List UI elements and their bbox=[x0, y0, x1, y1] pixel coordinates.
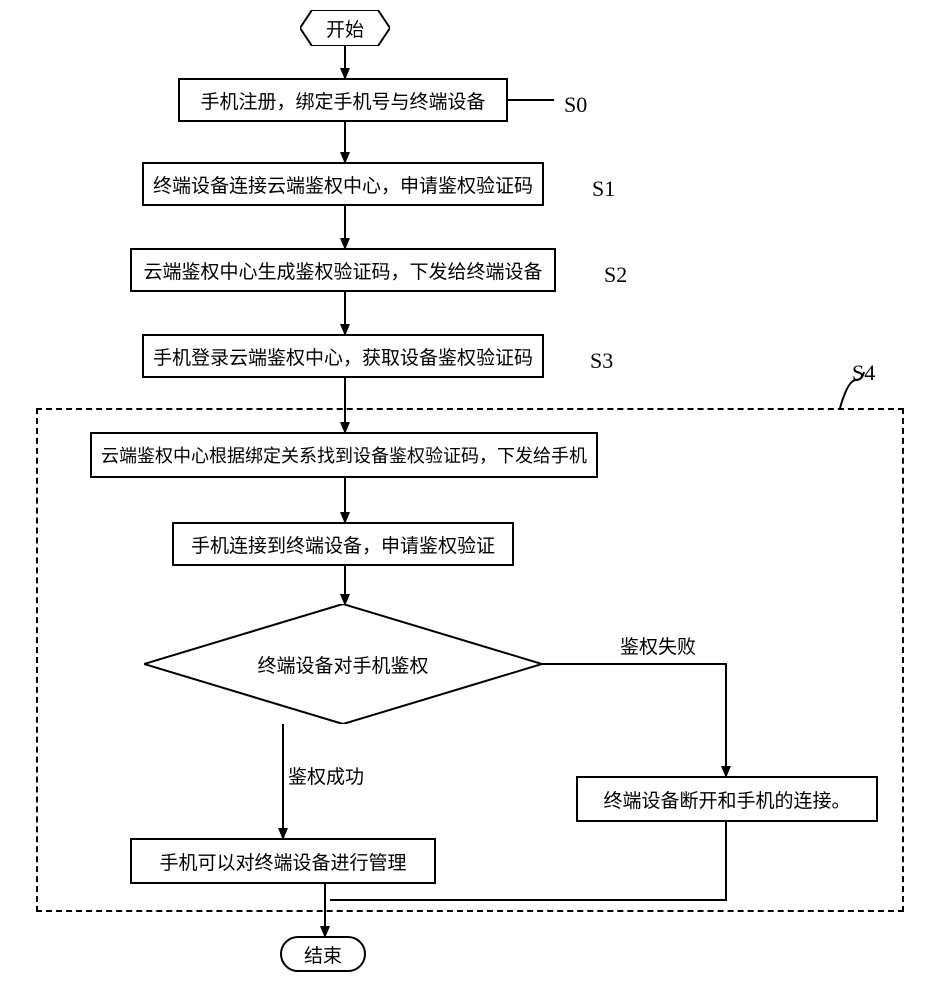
s0-text: 手机注册，绑定手机号与终端设备 bbox=[200, 87, 485, 114]
label-s0: S0 bbox=[564, 92, 587, 118]
node-s0: 手机注册，绑定手机号与终端设备 bbox=[178, 78, 508, 122]
fail-text: 终端设备断开和手机的连接。 bbox=[603, 786, 850, 813]
node-fail: 终端设备断开和手机的连接。 bbox=[576, 776, 878, 822]
node-start: 开始 bbox=[300, 10, 390, 46]
flowchart-container: 开始 手机注册，绑定手机号与终端设备 终端设备连接云端鉴权中心，申请鉴权验证码 … bbox=[0, 0, 941, 1000]
edge-label-fail: 鉴权失败 bbox=[620, 632, 696, 659]
s4-2-text: 手机连接到终端设备，申请鉴权验证 bbox=[191, 531, 495, 558]
node-s3: 手机登录云端鉴权中心，获取设备鉴权验证码 bbox=[142, 334, 544, 378]
node-s2: 云端鉴权中心生成鉴权验证码，下发给终端设备 bbox=[130, 248, 556, 292]
node-end: 结束 bbox=[280, 936, 366, 972]
node-ok: 手机可以对终端设备进行管理 bbox=[130, 838, 436, 884]
node-s1: 终端设备连接云端鉴权中心，申请鉴权验证码 bbox=[142, 162, 544, 206]
start-label: 开始 bbox=[326, 15, 364, 42]
label-s3: S3 bbox=[590, 348, 613, 374]
edge-label-success: 鉴权成功 bbox=[288, 762, 364, 789]
ok-text: 手机可以对终端设备进行管理 bbox=[159, 848, 406, 875]
s4-1-text: 云端鉴权中心根据绑定关系找到设备鉴权验证码，下发给手机 bbox=[101, 442, 587, 468]
label-s1: S1 bbox=[592, 176, 615, 202]
node-s4-1: 云端鉴权中心根据绑定关系找到设备鉴权验证码，下发给手机 bbox=[90, 432, 598, 478]
decision-text: 终端设备对手机鉴权 bbox=[257, 651, 428, 678]
label-s2: S2 bbox=[604, 262, 627, 288]
node-decision: 终端设备对手机鉴权 bbox=[144, 604, 542, 724]
s3-text: 手机登录云端鉴权中心，获取设备鉴权验证码 bbox=[153, 343, 533, 370]
node-s4-2: 手机连接到终端设备，申请鉴权验证 bbox=[172, 522, 514, 566]
s2-text: 云端鉴权中心生成鉴权验证码，下发给终端设备 bbox=[143, 257, 542, 284]
s1-text: 终端设备连接云端鉴权中心，申请鉴权验证码 bbox=[153, 171, 533, 198]
end-text: 结束 bbox=[304, 941, 342, 968]
label-s4: S4 bbox=[852, 360, 875, 386]
